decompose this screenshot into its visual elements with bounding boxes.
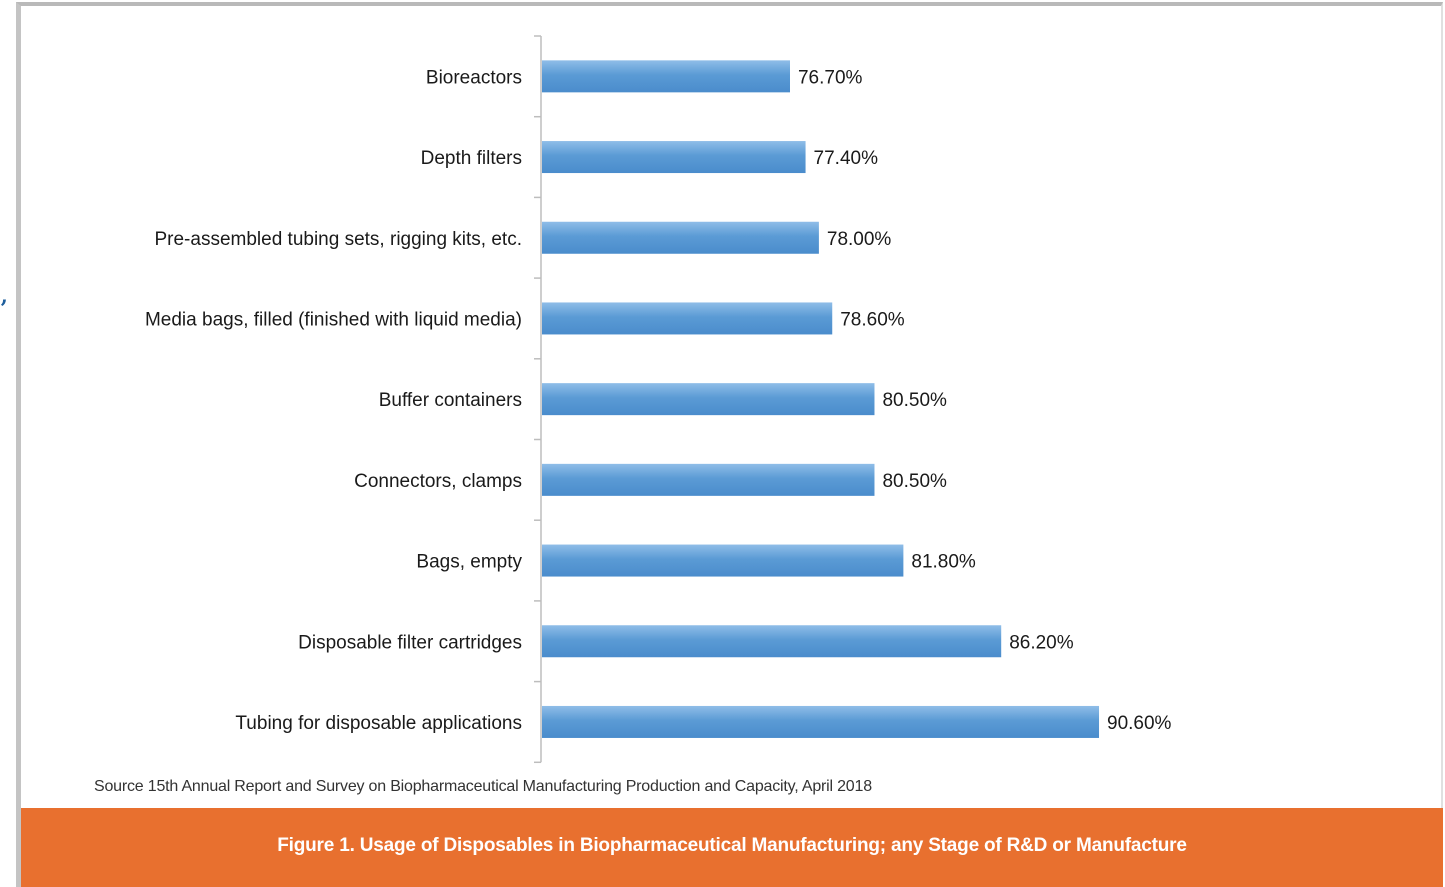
bar-chart: Bioreactors 76.70% Depth filters 77.40% Pre-…: [145, 35, 1172, 764]
figure-caption-band: Figure 1. Usage of Disposables in Biopha…: [21, 808, 1443, 887]
category-label: Buffer containers: [379, 390, 522, 411]
data-label: 76.70%: [798, 67, 863, 88]
data-label: 80.50%: [882, 471, 947, 492]
bar: [542, 463, 875, 496]
bar: [542, 141, 806, 174]
data-label: 78.00%: [827, 229, 892, 250]
bar: [542, 302, 833, 335]
data-label: 80.50%: [882, 390, 947, 411]
bar: [542, 383, 875, 416]
category-label: Bioreactors: [426, 67, 522, 88]
bar: [542, 544, 904, 577]
bar: [542, 221, 819, 254]
data-label: 86.20%: [1009, 632, 1074, 653]
category-label: Depth filters: [421, 148, 522, 169]
category-label: Connectors, clamps: [354, 471, 522, 492]
figure-caption: Figure 1. Usage of Disposables in Biopha…: [277, 834, 1187, 856]
category-label: Media bags, filled (finished with liquid…: [145, 309, 522, 330]
stray-quote-mark: ’: [0, 296, 8, 322]
category-label: Disposable filter cartridges: [298, 632, 522, 653]
bar: [542, 625, 1002, 658]
source-note: Source 15th Annual Report and Survey on …: [94, 778, 872, 795]
data-label: 81.80%: [911, 552, 976, 573]
category-label: Pre-assembled tubing sets, rigging kits,…: [154, 229, 522, 250]
data-label: 77.40%: [814, 148, 879, 169]
data-label: 78.60%: [840, 309, 905, 330]
category-label: Bags, empty: [416, 552, 522, 573]
data-label: 90.60%: [1107, 713, 1172, 734]
bar: [542, 60, 790, 93]
bar: [542, 705, 1100, 738]
category-label: Tubing for disposable applications: [235, 713, 522, 734]
